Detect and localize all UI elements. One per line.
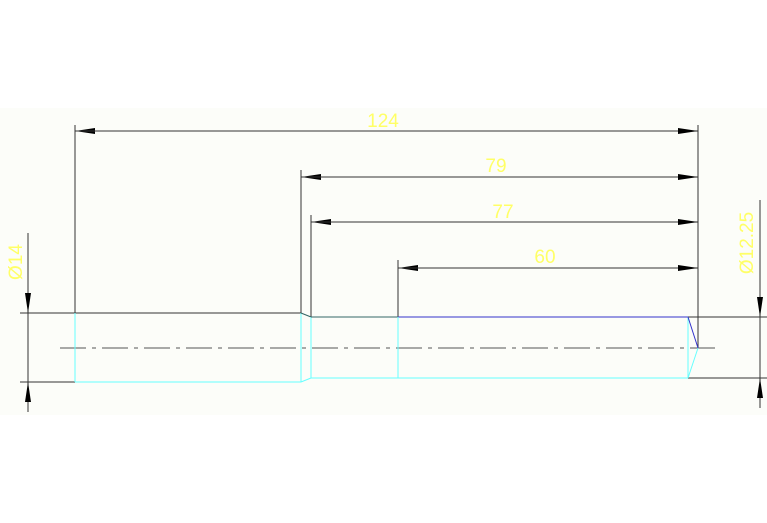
shaft-outline [74, 312, 699, 383]
drawing-area-band [0, 108, 767, 415]
dim-text-77: 77 [492, 202, 513, 223]
dim-text-79: 79 [485, 156, 506, 177]
dim-text-diameter-12-25: Ø12.25 [737, 212, 758, 274]
dim-text-60: 60 [534, 247, 555, 268]
dim-text-diameter-14: Ø14 [6, 244, 27, 280]
dim-text-124: 124 [367, 111, 399, 132]
